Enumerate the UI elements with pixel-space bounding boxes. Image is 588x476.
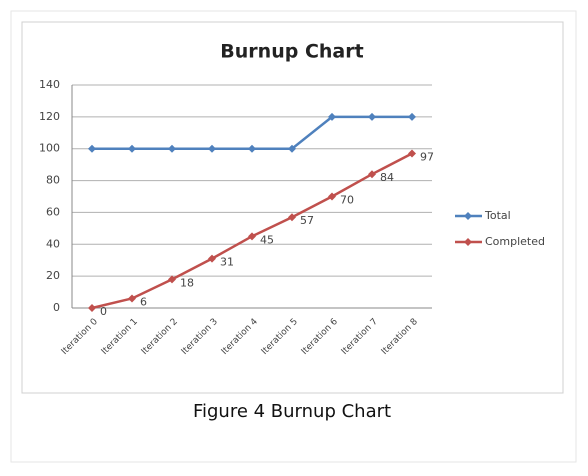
legend-marker xyxy=(464,238,472,246)
marker xyxy=(288,213,296,222)
y-tick-label: 100 xyxy=(39,142,60,155)
chart-title: Burnup Chart xyxy=(220,41,363,63)
marker xyxy=(88,304,96,312)
y-tick-label: 60 xyxy=(46,205,60,218)
marker xyxy=(248,144,256,153)
marker xyxy=(408,112,416,121)
chart-frame xyxy=(21,21,564,394)
y-tick-label: 40 xyxy=(46,237,60,250)
y-tick-label: 140 xyxy=(39,78,60,91)
y-tick-label: 120 xyxy=(39,110,60,123)
marker xyxy=(208,144,216,153)
data-label: 0 xyxy=(100,305,107,318)
marker xyxy=(128,294,136,303)
caption: Figure 4 Burnup Chart xyxy=(193,401,391,422)
marker xyxy=(88,144,96,153)
marker xyxy=(168,275,176,284)
marker xyxy=(328,192,336,201)
data-label: 31 xyxy=(220,256,234,269)
y-tick-label: 0 xyxy=(53,301,60,314)
data-label: 97 xyxy=(420,150,434,163)
marker xyxy=(368,112,376,121)
legend-label: Completed xyxy=(485,235,545,248)
y-tick-label: 80 xyxy=(46,174,60,187)
marker xyxy=(128,144,136,153)
y-tick-label: 20 xyxy=(46,269,60,282)
data-label: 18 xyxy=(180,276,194,289)
marker xyxy=(328,112,336,121)
marker xyxy=(408,149,416,158)
data-label: 84 xyxy=(380,171,394,184)
marker xyxy=(368,170,376,179)
legend-label: Total xyxy=(484,209,511,222)
data-label: 45 xyxy=(260,233,274,246)
marker xyxy=(208,254,216,263)
legend-marker xyxy=(464,212,472,220)
data-label: 70 xyxy=(340,194,354,207)
data-label: 6 xyxy=(140,295,147,308)
data-label: 57 xyxy=(300,214,314,227)
marker xyxy=(248,232,256,241)
marker xyxy=(288,144,296,153)
marker xyxy=(168,144,176,153)
